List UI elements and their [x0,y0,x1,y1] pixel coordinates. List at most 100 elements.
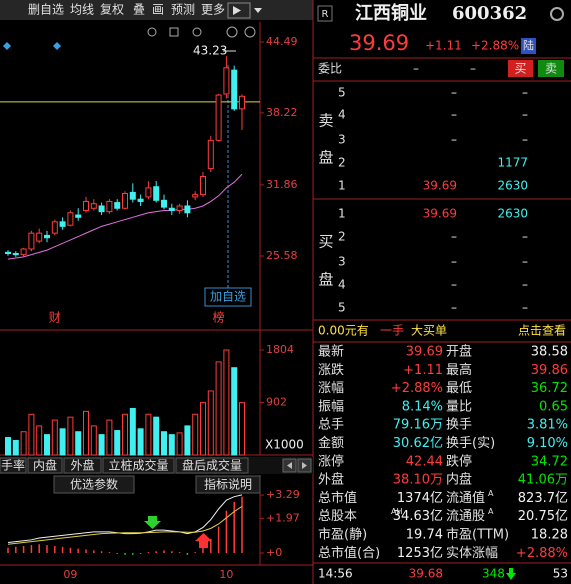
stat-label: 总股本 [318,509,357,524]
candle-body [168,207,175,212]
volume-bar [168,434,175,456]
volume-bar [176,432,183,456]
tab[interactable] [0,457,27,474]
order-volume: – [522,230,528,244]
badge: R [322,9,329,20]
volume-bar [20,431,27,456]
y-tick-label: 31.86 [266,178,298,191]
add-watch-button[interactable] [204,287,252,307]
candle-body [161,199,167,208]
candle-body [184,205,191,214]
volume-bar [36,425,43,456]
candle-body [239,95,245,110]
volume-bar [161,431,167,456]
stat-label: 最低 [446,381,472,396]
candle-body [20,248,27,256]
toolbar-icon-arrow [233,6,241,15]
volume-bar [5,437,11,456]
tab[interactable] [27,457,63,474]
max-label: 43.23 [193,44,227,58]
order-volume: 2630 [497,207,528,221]
toolbar [0,0,313,20]
ma-line [7,173,243,260]
order-price: – [451,278,457,292]
toolbar-tab[interactable]: 更多 [201,3,225,17]
toolbar-tab[interactable]: 预测 [171,3,195,17]
scroll-buttons[interactable] [282,458,312,473]
big-order-type: 大买单 [411,324,447,338]
stat-label: 金额 [318,435,344,451]
candle-body [36,232,43,242]
big-order-link[interactable]: 点击查看 [518,324,566,338]
stat-value: 823.7亿 [518,491,568,506]
footer-price: 39.68 [409,567,443,581]
side-label: 买 [318,233,333,251]
stat-label: 涨幅 [318,381,344,396]
order-price: – [451,255,457,269]
y-tick-label: +3.29 [266,488,300,501]
volume-bar [122,413,128,456]
level: 2 [338,230,346,244]
dropdown[interactable] [254,8,262,13]
toolbar-tab[interactable]: 画 [152,3,164,17]
macd-button[interactable] [53,475,135,494]
stat-label: 外盘 [318,472,344,488]
ratio-value: – [470,62,476,76]
volume-bar [75,431,82,456]
tab[interactable] [63,457,102,474]
dif-line [7,494,243,543]
toolbar-tab[interactable]: 均线 [70,3,94,17]
buy-button-label: 买 [514,62,526,76]
stat-label: 量比 [446,399,472,414]
level: 1 [338,179,346,193]
tab[interactable] [175,457,249,474]
volume-bar [239,402,245,456]
candle-body [90,203,97,209]
order-volume: – [522,86,528,100]
change: +1.11 [425,39,462,53]
sell-signal-arrow [144,516,161,529]
sell-button[interactable] [538,60,564,77]
stat-label: 总手 [318,418,344,433]
candle-body [122,193,128,209]
toolbar-icon[interactable] [227,2,251,19]
level: 5 [338,301,346,315]
tab[interactable] [102,457,175,474]
volume-bar [44,434,50,456]
x-tick-label: 09 [63,568,77,581]
level: 2 [338,156,346,170]
candle-body [67,212,74,226]
side-label: 盘 [318,271,333,289]
stat-value: 42.44 [406,454,443,469]
candle-body [153,186,160,201]
candle-body [59,221,66,227]
stat-value: 34.63亿 [393,509,443,524]
buy-signal-arrow [195,533,212,548]
volume-bar [90,425,97,456]
order-price: – [451,301,457,315]
toolbar-tab[interactable]: 删自选 [28,3,64,17]
stat-label: 流通值 [446,490,485,506]
candle-body [145,187,152,198]
y-tick-label: 38.22 [266,106,298,119]
y-tick-label: 44.49 [266,35,298,48]
toolbar-tab[interactable]: 复权 [100,3,124,17]
candle-body [176,205,183,212]
stat-value: 1374亿 [397,491,443,506]
volume-bar [231,367,238,456]
macd-button[interactable] [195,475,261,494]
stat-label: 流通股 [446,509,485,524]
volume-bar [192,413,199,456]
ratio-value: – [413,62,419,76]
order-price: – [451,230,457,244]
order-volume: – [522,301,528,315]
level: 4 [338,278,346,292]
candle-body [98,205,105,213]
volume-bar [223,349,230,456]
settings-icon[interactable] [550,7,564,21]
stat-label: 总市值 [318,490,357,506]
buy-button[interactable] [508,60,533,77]
toolbar-tab[interactable]: 叠 [133,3,145,17]
order-volume: 2630 [497,179,528,193]
